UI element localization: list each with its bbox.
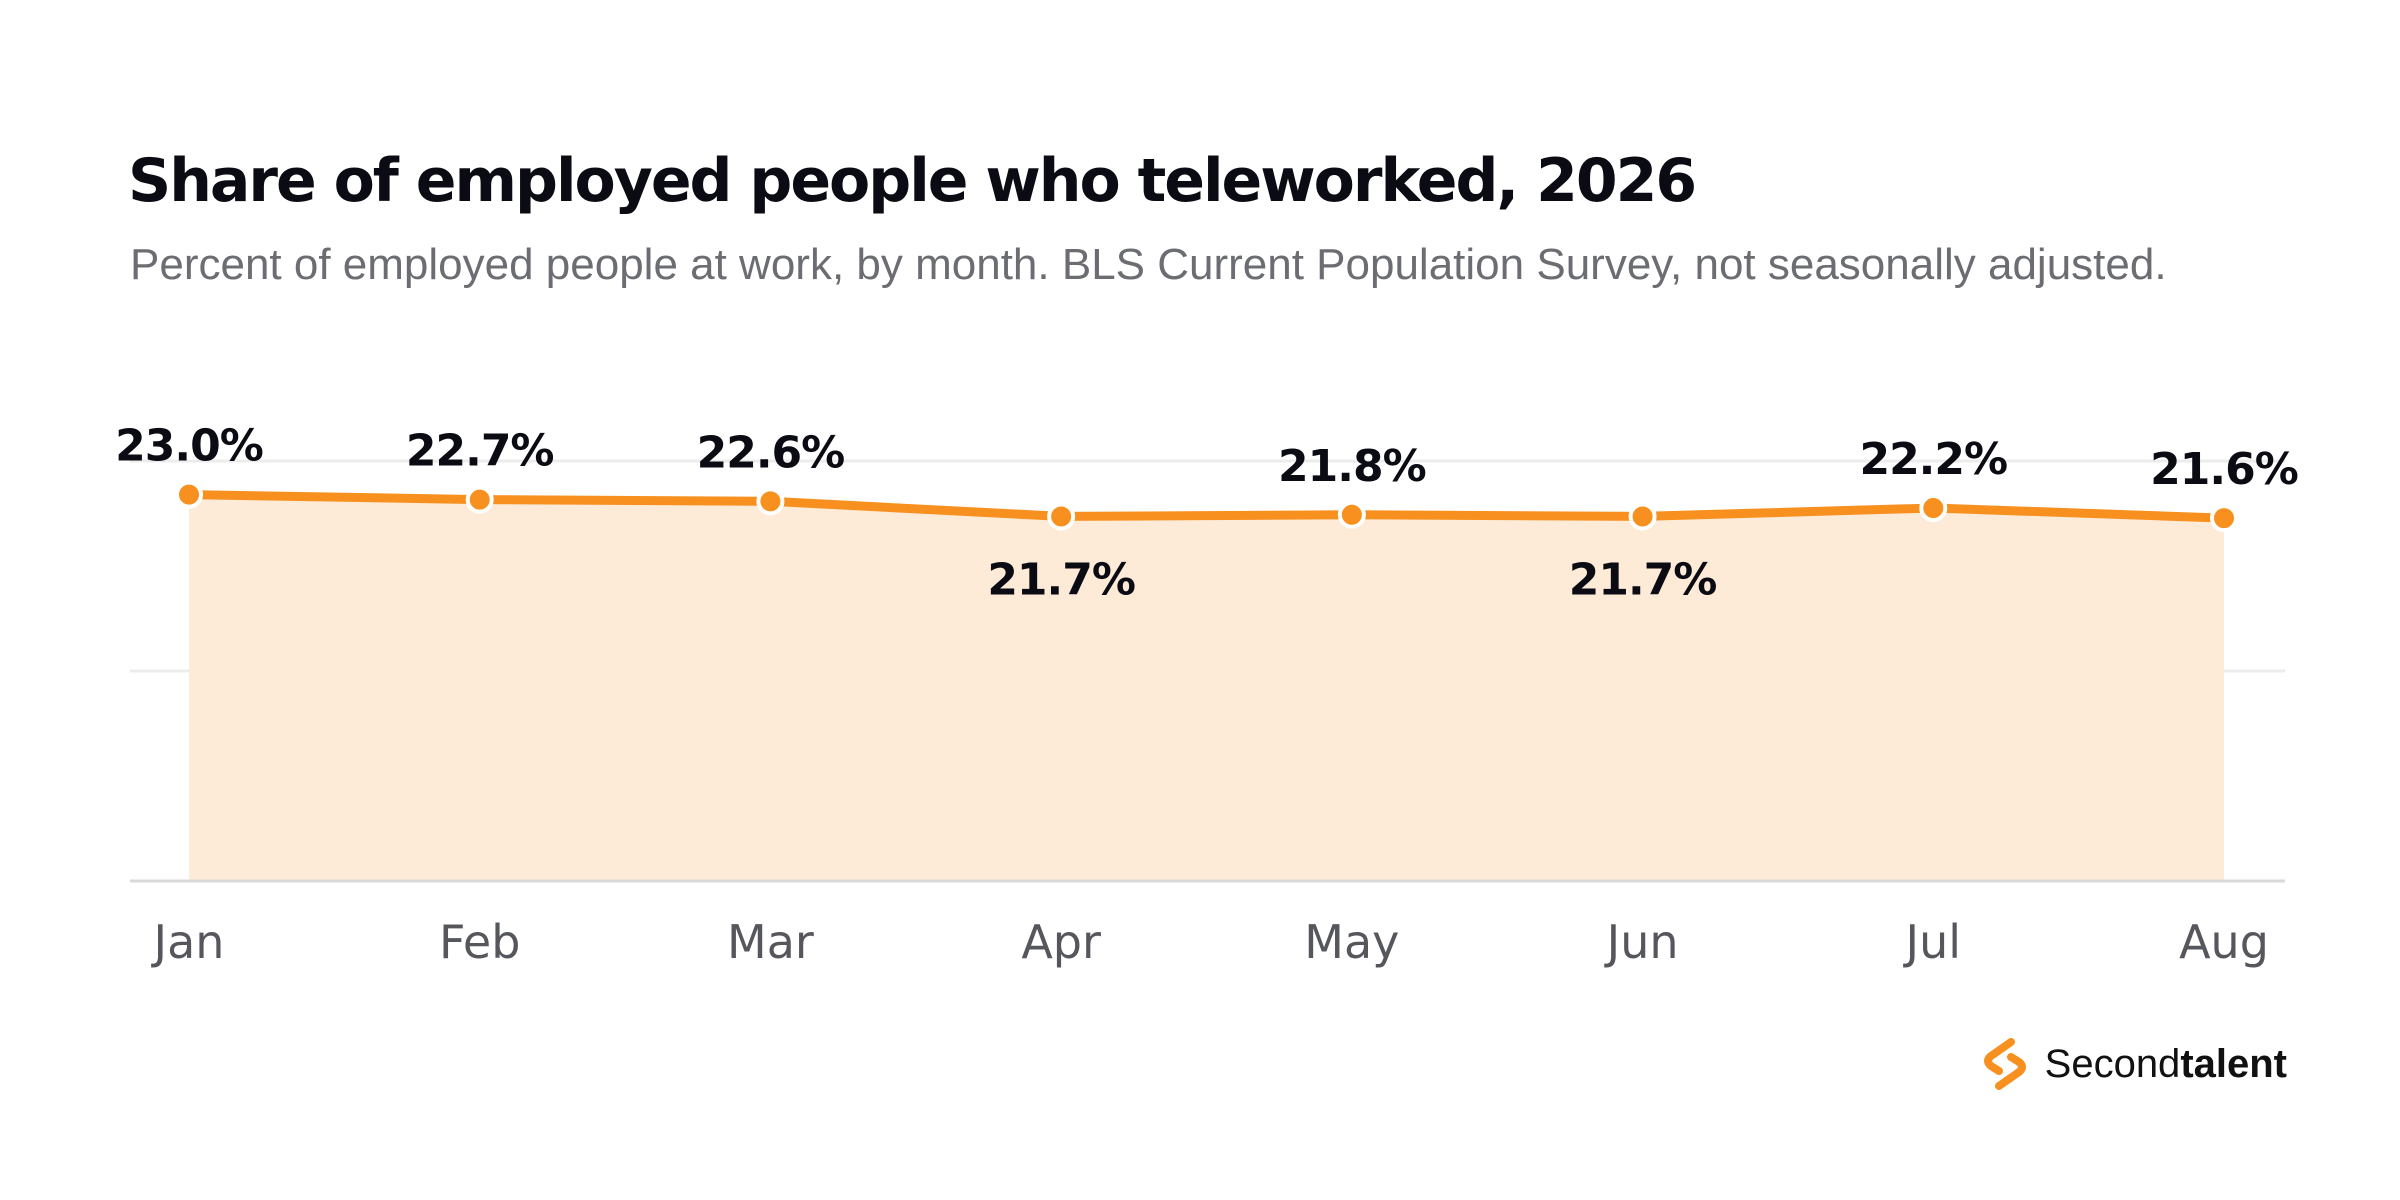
data-label-may: 21.8% [1278, 441, 1426, 492]
brand-name-bold: talent [2180, 1041, 2287, 1086]
data-point-feb [465, 485, 494, 514]
area-fill [189, 494, 2224, 881]
data-point-mar [756, 487, 785, 516]
x-tick-labels: Jan Feb Mar Apr May Jun Jul Aug [151, 915, 2269, 969]
data-label-feb: 22.7% [406, 426, 554, 477]
brand-name-light: Second [2044, 1041, 2181, 1086]
x-tick-label-aug: Aug [2179, 915, 2269, 969]
x-tick-label-feb: Feb [439, 915, 520, 969]
data-labels: 23.0% 22.7% 22.6% 21.7% 21.8% 21.7% 22.2% 21.6% [115, 421, 2299, 606]
data-label-jul: 22.2% [1859, 434, 2007, 485]
data-points [175, 480, 2238, 533]
data-point-may [1337, 500, 1366, 529]
x-tick-label-apr: Apr [1021, 915, 1101, 969]
data-label-jan: 23.0% [115, 421, 263, 472]
x-tick-label-mar: Mar [727, 915, 814, 969]
data-label-apr: 21.7% [987, 554, 1135, 605]
x-tick-label-jun: Jun [1604, 915, 1679, 969]
brand-name: Secondtalent [2045, 1042, 2287, 1087]
chart-subtitle: Percent of employed people at work, by m… [130, 240, 2167, 289]
secondtalent-logo-icon [1983, 1038, 2026, 1090]
data-point-jun [1628, 502, 1657, 531]
data-point-jul [1919, 494, 1948, 523]
series-line [184, 490, 2229, 523]
data-point-jan [175, 480, 203, 509]
data-label-aug: 21.6% [2150, 444, 2298, 495]
data-label-mar: 22.6% [697, 427, 845, 478]
chart-title: Share of employed people who teleworked,… [128, 146, 1697, 216]
x-tick-label-jan: Jan [151, 915, 225, 969]
x-tick-label-may: May [1304, 915, 1399, 969]
x-tick-label-jul: Jul [1903, 915, 1962, 969]
data-point-apr [1047, 502, 1076, 531]
brand-logo: Secondtalent [1977, 1036, 2287, 1092]
data-label-jun: 21.7% [1569, 554, 1717, 605]
data-point-aug [2210, 504, 2238, 533]
